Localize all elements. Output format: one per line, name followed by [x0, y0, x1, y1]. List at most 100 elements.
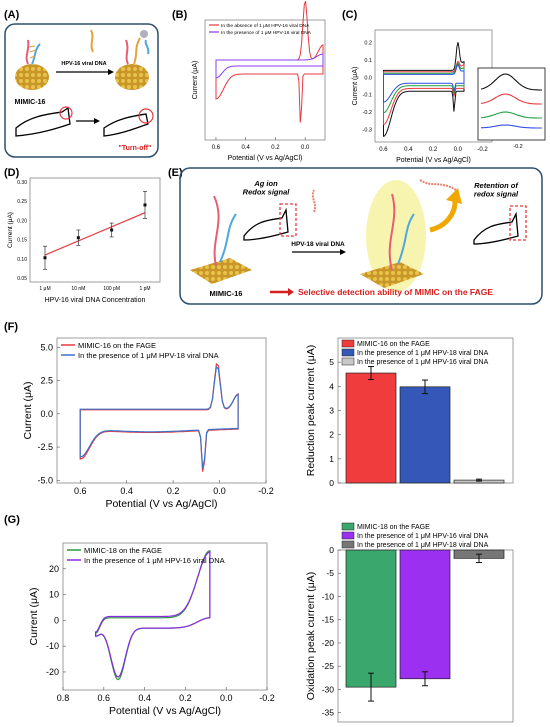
x-tick-label: 0.4 [120, 486, 133, 496]
legend-label: In the absence of 1 μM HPV-16 viral DNA [221, 23, 310, 29]
plot-frame [29, 177, 161, 283]
x-tick-label: 10 nM [71, 286, 85, 292]
plot-frame [62, 542, 268, 691]
probe-dna-right [388, 193, 396, 271]
y-tick-label: 0.15 [17, 238, 27, 244]
x-tick-label: 0.6 [98, 693, 111, 703]
mini-cv-before [15, 106, 73, 137]
substrate-left [190, 258, 252, 284]
y-tick-label: -20 [46, 667, 59, 677]
panel-b-label: (B) [172, 9, 188, 21]
y-tick-label: 3 [329, 406, 334, 416]
inset-series-line [480, 93, 542, 105]
x-tick-label: 0.2 [271, 145, 280, 151]
y-tick-label: 4 [329, 381, 334, 391]
y-tick-label: 1 [329, 454, 334, 464]
x-tick-label: 0.4 [404, 147, 413, 153]
legend-swatch [341, 348, 355, 357]
data-point [110, 228, 114, 232]
y-tick-label: 2 [329, 430, 334, 440]
chart-f-cv: (F) 0.6 0.4 0.2 0.0 -0.2 -5.0 -2.5 0.0 2.5 5.0 MIMI… [4, 321, 274, 510]
panel-a-result-label: "Turn-off" [119, 145, 152, 152]
panel-e-signal-label: Ag ion Redox signal [243, 179, 291, 196]
panel-a-arrow-label: HPV-16 viral DNA [61, 61, 106, 67]
x-tick-label: -0.2 [259, 693, 275, 703]
inset-series-line [480, 111, 542, 119]
legend-label: In the presence of 1 μM HPV-18 viral DNA [357, 542, 489, 549]
y-tick-label: 0 [54, 615, 59, 625]
x-tick-label: 0.6 [379, 147, 388, 153]
y-tick-label: 5 [329, 357, 334, 367]
bar [399, 549, 451, 680]
signal-box-right [509, 205, 527, 241]
data-point [43, 256, 47, 260]
series-line [79, 365, 239, 469]
series-line [383, 42, 465, 138]
plot-frame [204, 19, 326, 141]
probe-dna-left [213, 195, 220, 267]
panel-e-retention-label: Retention of redox signal [474, 181, 519, 198]
y-tick-label: 0.20 [17, 218, 27, 224]
x-tick-label: 1 μM [39, 286, 50, 292]
legend-label: In the presence of 1 μM HPV-16 viral DNA [357, 533, 489, 540]
x-tick-label: 1 pM [139, 286, 150, 292]
mimic-particle-left [15, 39, 49, 90]
legend-swatch [341, 522, 355, 531]
glow-ellipse [366, 180, 426, 292]
x-tick-label: 0.2 [179, 693, 192, 703]
series-line [383, 63, 465, 103]
y-tick-label: 20 [49, 564, 59, 574]
x-axis-label: Potential (V vs Ag/AgCl) [105, 498, 217, 510]
x-axis-label: Potential (V vs Ag/AgCl) [396, 157, 471, 164]
y-tick-label: 0 [329, 478, 334, 488]
chart-g-cv: (G) 0.8 0.6 0.4 0.2 0.0 -0.2 -20 -10 0 10 20 MIMIC-1… [4, 514, 275, 717]
hpv18-dna [311, 189, 317, 213]
y-tick-label: -30 [322, 684, 335, 694]
y-axis-label: Current (μA) [192, 61, 199, 100]
plot-frame [56, 337, 267, 484]
x-tick-label: 100 pM [103, 286, 120, 292]
x-tick-label: 0.4 [138, 693, 151, 703]
panel-label: (G) [4, 514, 20, 526]
y-tick-label: -20 [322, 638, 335, 648]
y-tick-label: -15 [322, 615, 335, 625]
inset-series-line [480, 124, 542, 129]
x-tick-label: 0.8 [57, 693, 70, 703]
chart-b: (B) In the absence of 1 μM HPV-16 viral D… [172, 1, 326, 162]
signal-cv-right [473, 211, 519, 245]
y-tick-label: 0.0 [40, 409, 53, 419]
x-axis-label: Potential (V vs Ag/AgCl) [228, 155, 303, 162]
y-tick-label: -5 [326, 568, 334, 578]
panel-c-label: (C) [342, 9, 358, 21]
y-axis-label: Oxidation peak current (μA) [305, 572, 317, 701]
free-dna-strand [90, 29, 94, 53]
panel-a-label: (A) [4, 9, 20, 21]
panel-e-frame [179, 167, 543, 305]
series-line [383, 60, 465, 126]
y-tick-label: -25 [322, 661, 335, 671]
legend-label: MIMIC-16 on the FAGE [78, 341, 156, 350]
panel-e: (E) MIMIC-16 Ag ion Redox signal HPV-18 v… [168, 167, 543, 305]
panel-a: (A) MIMIC-16 HPV-16 viral DNA [4, 9, 159, 158]
y-tick-label: 0 [329, 545, 334, 555]
legend-label: In the presence of 1 μM HPV-18 viral DNA [357, 350, 489, 357]
x-tick-label: 0.4 [242, 145, 251, 151]
y-axis-label: Reduction peak current (μA) [305, 345, 317, 477]
y-axis-label: Current (μA) [28, 588, 40, 646]
legend-swatch [341, 531, 355, 540]
y-tick-label: 0.05 [17, 276, 27, 282]
signal-cv-left [243, 207, 289, 241]
panel-d-label: (D) [4, 167, 20, 179]
data-point [76, 236, 80, 240]
legend-label: In the presence of 1 μM HPV-16 viral DNA [84, 556, 225, 565]
bar [345, 372, 397, 484]
series-line-absence [215, 1, 324, 123]
data-point [143, 203, 147, 207]
x-tick-label: -0.2 [477, 147, 488, 153]
x-tick-label: 0.0 [301, 145, 310, 151]
silver-ion-icon [140, 30, 148, 38]
bar [345, 549, 397, 688]
y-tick-label: -10 [322, 591, 335, 601]
panel-e-arrow-label: HPV-18 viral DNA [291, 241, 345, 248]
